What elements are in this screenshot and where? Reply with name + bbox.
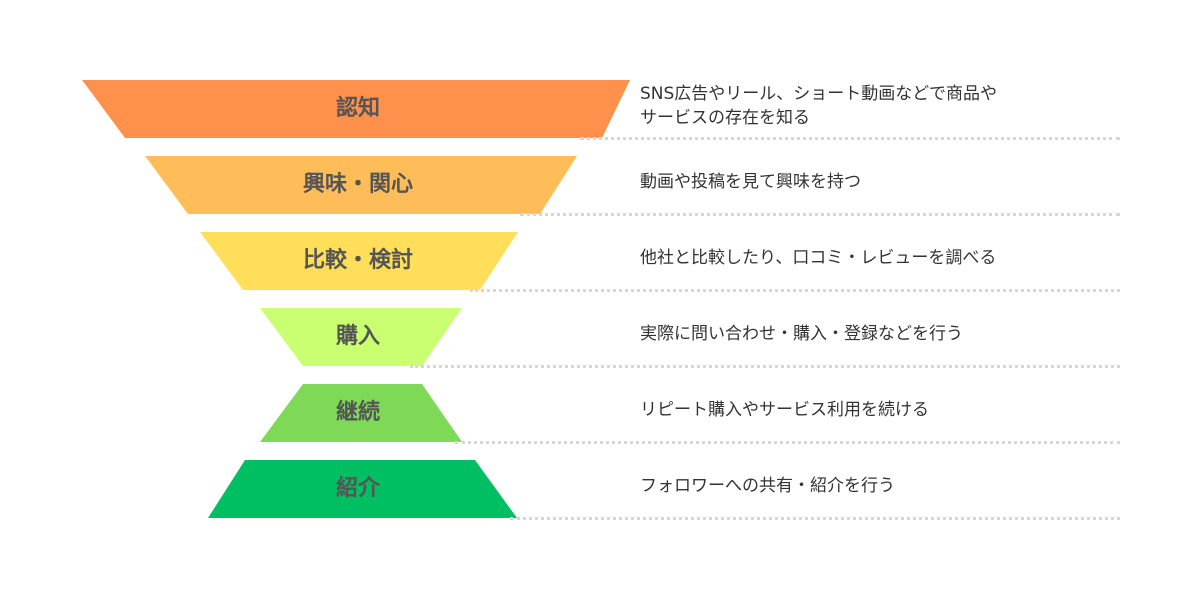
stage-description-1: SNS広告やリール、ショート動画などで商品や サービスの存在を知る (640, 84, 997, 128)
funnel-stage-6 (208, 460, 517, 518)
stage-description-3: 他社と比較したり、口コミ・レビューを調べる (640, 248, 997, 268)
funnel-stage-3 (200, 232, 518, 290)
stage-separator-1 (580, 137, 1120, 140)
stage-description-5: リピート購入やサービス利用を続ける (640, 400, 929, 420)
stage-label-1: 認知 (335, 96, 380, 121)
stage-separator-6 (510, 517, 1120, 520)
funnel-stage-5 (260, 384, 462, 442)
stage-separator-3 (470, 289, 1120, 292)
funnel-stage-4 (260, 308, 462, 366)
stage-label-6: 紹介 (335, 476, 380, 501)
stage-description-4: 実際に問い合わせ・購入・登録などを行う (640, 324, 963, 344)
stage-separator-5 (455, 441, 1120, 444)
funnel-stage-2 (145, 156, 577, 214)
stage-separator-2 (520, 213, 1120, 216)
stage-label-4: 購入 (335, 324, 380, 349)
stage-description-6: フォロワーへの共有・紹介を行う (640, 476, 895, 496)
stage-description-2: 動画や投稿を見て興味を持つ (640, 172, 861, 192)
stage-label-5: 継続 (335, 400, 380, 425)
stage-label-2: 興味・関心 (302, 172, 413, 197)
stage-separator-4 (410, 365, 1120, 368)
funnel-stage-1 (82, 80, 630, 138)
stage-label-3: 比較・検討 (302, 248, 413, 273)
